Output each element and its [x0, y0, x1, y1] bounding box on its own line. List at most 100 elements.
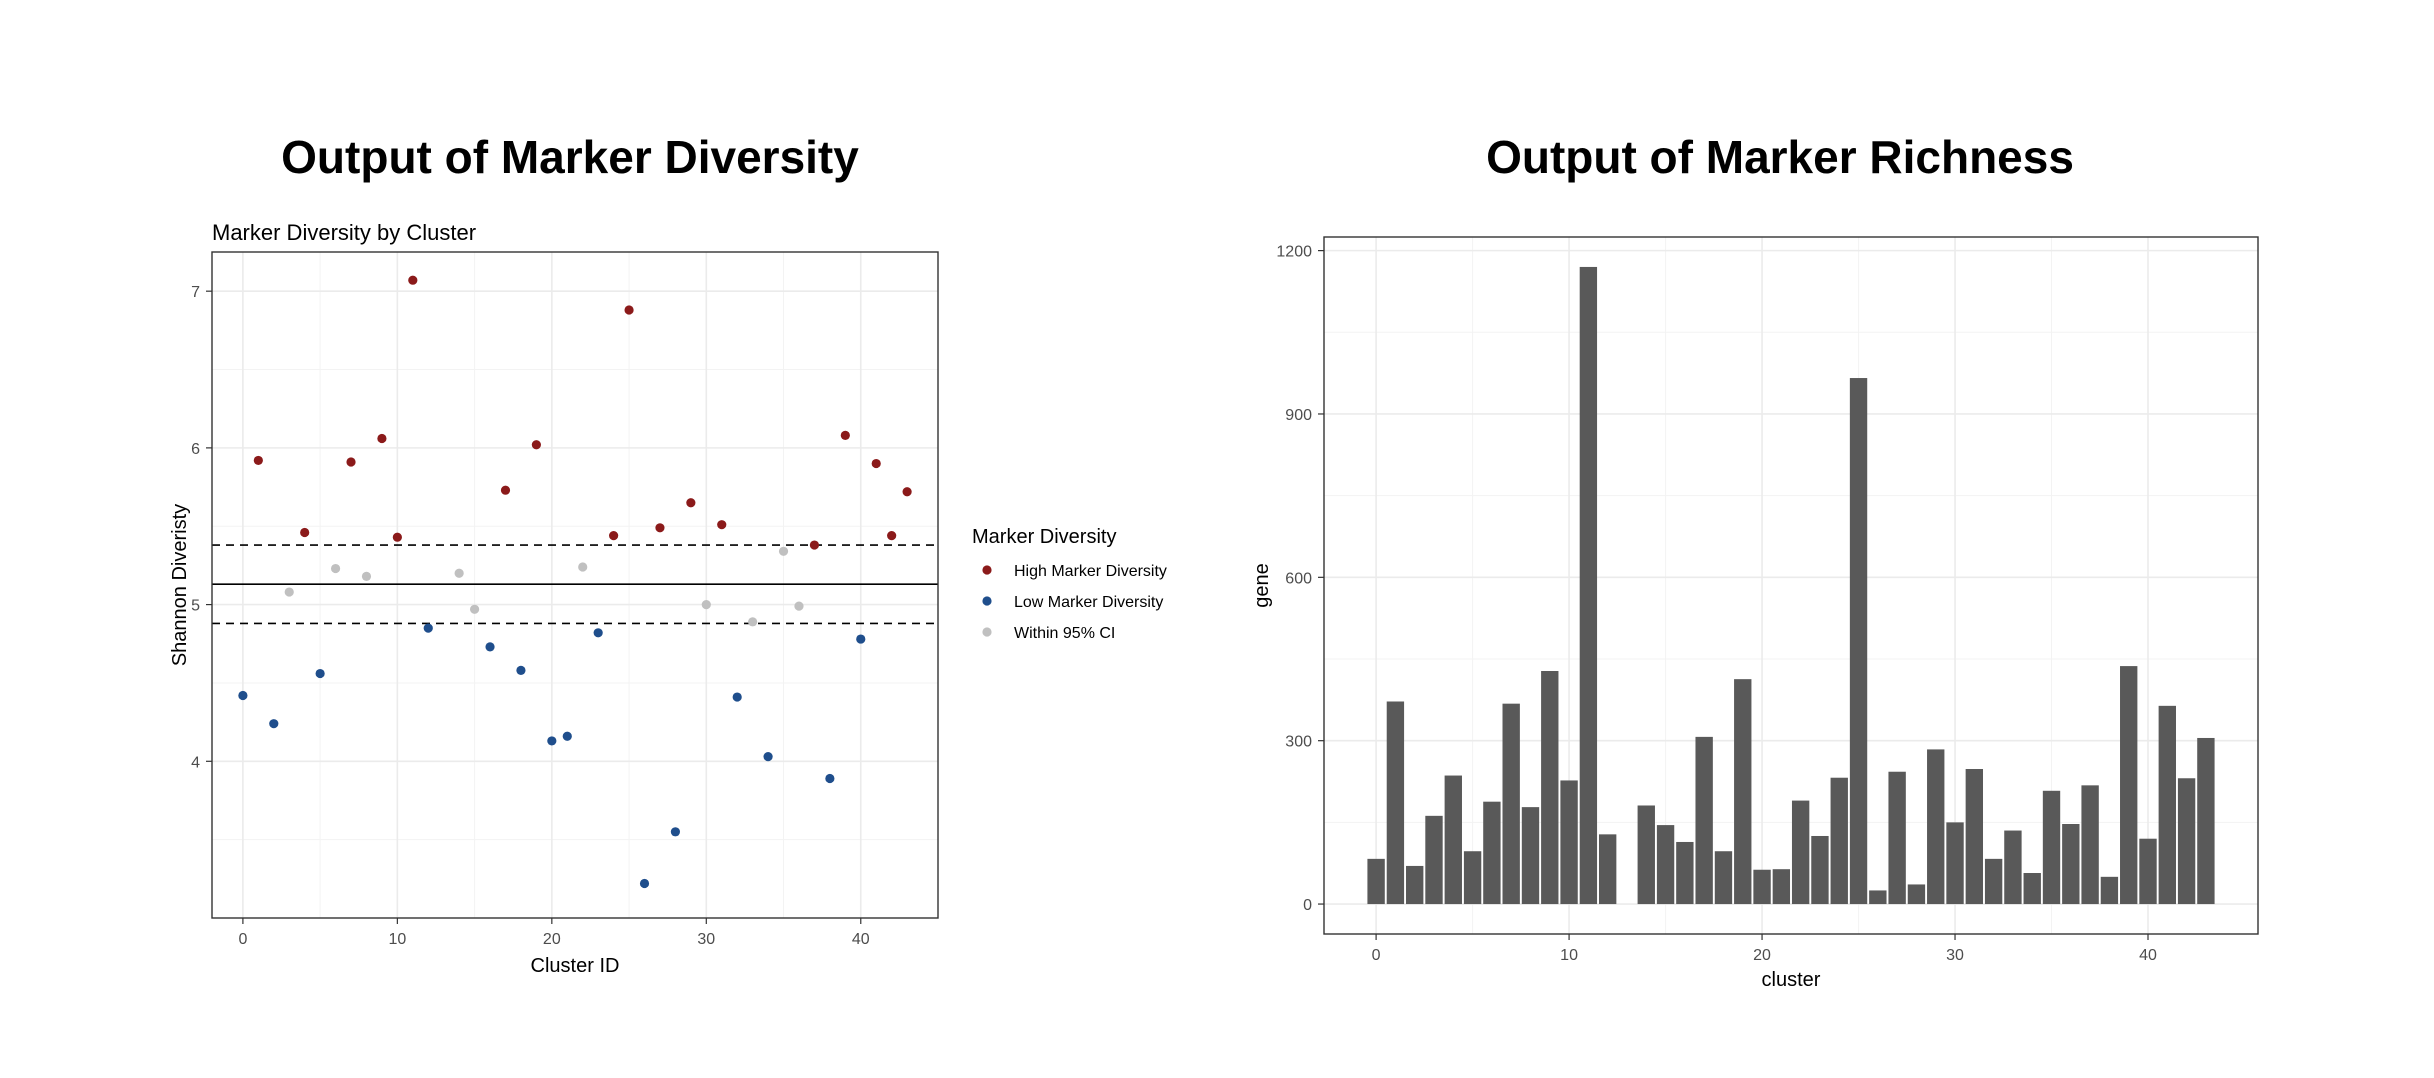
legend-label-low: Low Marker Diversity [1014, 594, 1163, 611]
bar-x-tick-label: 10 [1560, 947, 1578, 964]
bar-x-tick-label: 0 [1372, 947, 1381, 964]
bar-cluster-1 [1386, 701, 1405, 905]
right-panel-title: Output of Marker Richness [1486, 131, 2074, 183]
bar-cluster-15 [1656, 825, 1675, 905]
legend-key-high [982, 565, 992, 575]
scatter-point-low [825, 773, 835, 784]
legend-label-within: Within 95% CI [1014, 625, 1115, 642]
bar-y-tick-label: 900 [1285, 407, 1312, 424]
scatter-point-within [778, 546, 789, 556]
bar-cluster-21 [1772, 869, 1791, 905]
bar-cluster-26 [1869, 890, 1887, 905]
bar-cluster-4 [1444, 775, 1462, 905]
scatter-y-axis-title: Shannon Diveristy [169, 504, 191, 666]
scatter-x-tick-label: 0 [238, 931, 247, 948]
bar-cluster-40 [2139, 838, 2157, 905]
bar-cluster-18 [1714, 851, 1733, 905]
bar-cluster-43 [2197, 737, 2215, 905]
scatter-point-within [361, 571, 372, 581]
bar-cluster-39 [2120, 666, 2138, 905]
scatter-point-low [670, 827, 681, 837]
legend-key-low [982, 596, 992, 606]
scatter-point-high [377, 433, 387, 444]
scatter-x-tick-label: 30 [697, 931, 715, 948]
scatter-point-within [330, 563, 341, 574]
scatter-point-low [562, 731, 572, 741]
bar-cluster-6 [1483, 801, 1501, 905]
scatter-point-low [315, 668, 325, 679]
bar-cluster-24 [1830, 777, 1848, 905]
scatter-point-low [547, 736, 557, 746]
bar-x-tick-label: 30 [1946, 947, 1964, 964]
scatter-point-high [902, 487, 912, 497]
scatter-point-low [639, 878, 650, 889]
scatter-point-within [454, 568, 464, 578]
bar-cluster-17 [1695, 736, 1713, 905]
scatter-point-within [469, 604, 480, 614]
scatter-point-within [794, 601, 804, 611]
scatter-y-tick-label: 4 [191, 754, 200, 771]
scatter-x-axis-title: Cluster ID [531, 955, 620, 977]
bar-y-tick-label: 600 [1285, 570, 1312, 587]
bar-cluster-5 [1463, 851, 1482, 905]
scatter-x-tick-label: 20 [543, 931, 561, 948]
bar-y-tick-label: 0 [1303, 897, 1312, 914]
scatter-point-low [238, 690, 248, 701]
scatter-point-high [717, 520, 727, 530]
scatter-panel-border [211, 251, 939, 919]
scatter-point-low [593, 628, 603, 638]
scatter-point-high [840, 430, 850, 440]
scatter-point-high [300, 527, 310, 538]
bar-cluster-30 [1946, 822, 1964, 905]
scatter-point-within [578, 562, 588, 572]
bar-x-axis-title: cluster [1762, 969, 1821, 991]
bar-cluster-2 [1406, 865, 1424, 905]
scatter-point-within [748, 617, 758, 627]
bar-cluster-41 [2158, 705, 2176, 905]
scatter-point-low [732, 692, 742, 702]
bar-panel-border [1323, 236, 2259, 935]
scatter-y-tick-label: 7 [191, 284, 200, 301]
bar-cluster-19 [1734, 679, 1752, 905]
bar-cluster-7 [1502, 703, 1520, 905]
scatter-point-high [655, 523, 665, 533]
bar-cluster-3 [1425, 815, 1443, 905]
scatter-point-high [500, 485, 511, 495]
legend-title: Marker Diversity [972, 526, 1116, 548]
scatter-chart-title: Marker Diversity by Cluster [212, 220, 476, 245]
bar-cluster-35 [2042, 790, 2061, 905]
scatter-point-within [284, 587, 294, 597]
bar-y-axis-title: gene [1251, 563, 1273, 608]
bar-cluster-9 [1541, 670, 1559, 905]
bar-y-tick-label: 1200 [1276, 244, 1312, 261]
scatter-point-high [887, 531, 897, 541]
bar-cluster-16 [1676, 841, 1694, 905]
scatter-point-within [701, 599, 711, 610]
bar-cluster-12 [1598, 834, 1617, 905]
scatter-point-high [686, 498, 696, 508]
bar-cluster-36 [2062, 824, 2080, 905]
bar-y-tick-label: 300 [1285, 734, 1312, 751]
bar-cluster-29 [1927, 749, 1945, 905]
scatter-point-low [856, 634, 866, 644]
bar-panel-background [1324, 237, 2258, 934]
bar-cluster-27 [1888, 771, 1906, 905]
scatter-y-tick-label: 6 [191, 441, 200, 458]
bar-cluster-34 [2023, 873, 2041, 905]
scatter-point-low [485, 642, 495, 652]
scatter-point-high [346, 457, 356, 467]
bar-cluster-14 [1637, 805, 1655, 905]
bar-cluster-0 [1367, 858, 1385, 905]
legend-label-high: High Marker Diversity [1014, 563, 1167, 580]
bar-x-tick-label: 20 [1753, 947, 1771, 964]
scatter-point-high [408, 275, 418, 285]
bar-cluster-22 [1791, 800, 1810, 905]
bar-cluster-11 [1579, 266, 1598, 905]
bar-cluster-37 [2081, 785, 2099, 905]
scatter-y-tick-label: 5 [191, 598, 200, 615]
scatter-point-high [871, 458, 881, 469]
scatter-point-low [269, 719, 279, 729]
left-panel-title: Output of Marker Diversity [281, 131, 859, 183]
bar-cluster-20 [1753, 869, 1771, 905]
